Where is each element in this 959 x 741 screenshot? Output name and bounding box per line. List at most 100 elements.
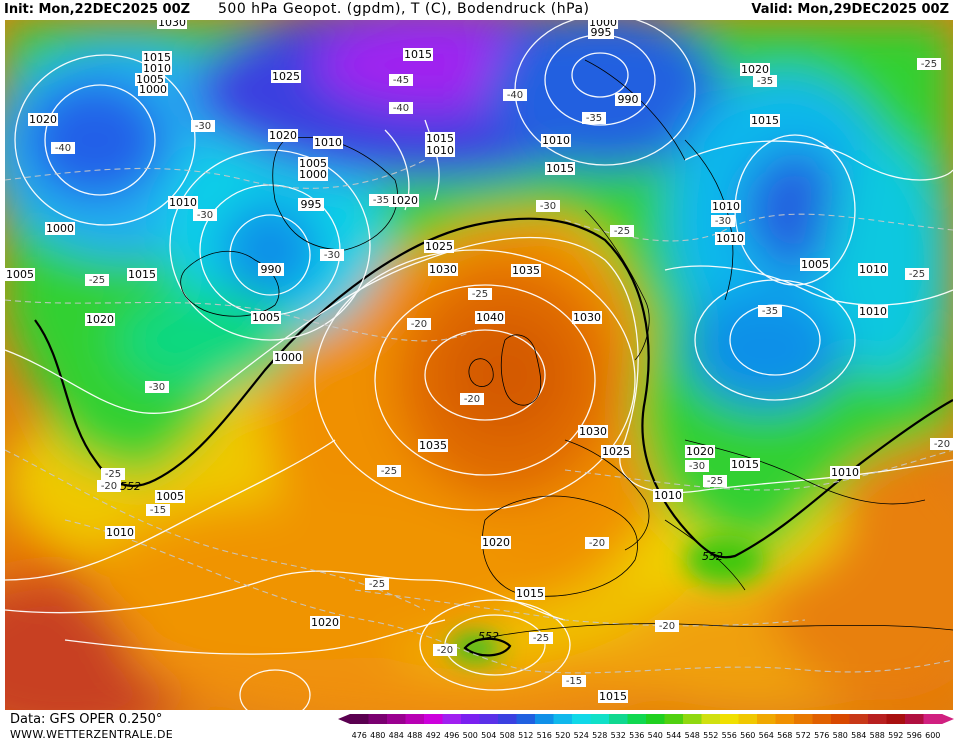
svg-text:-25: -25 [369, 579, 385, 590]
temperature-label: -25 [917, 58, 941, 70]
temperature-label: -45 [389, 74, 413, 86]
temperature-label: -40 [503, 89, 527, 101]
colorbar-tick-label: 592 [888, 731, 903, 740]
pressure-label: 1015 [515, 587, 545, 600]
colorbar-tick-label: 544 [666, 731, 681, 740]
svg-text:1030: 1030 [429, 263, 457, 276]
pressure-label: 1000 [138, 83, 168, 96]
pressure-label: 1015 [545, 162, 575, 175]
pressure-label: 1010 [313, 136, 343, 149]
svg-text:1040: 1040 [476, 311, 504, 324]
svg-text:-30: -30 [324, 250, 340, 261]
svg-text:1010: 1010 [716, 232, 744, 245]
coastlines [180, 59, 953, 641]
pressure-label: 1010 [168, 196, 198, 209]
colorbar-swatch [479, 714, 499, 724]
pressure-label: 1020 [85, 313, 115, 326]
svg-text:-20: -20 [101, 481, 117, 492]
colorbar-swatch [683, 714, 702, 724]
pressure-label: 1020 [310, 616, 340, 629]
pressure-label: 1010 [858, 263, 888, 276]
colorbar-tick-label: 524 [574, 731, 589, 740]
pressure-label: 1025 [424, 240, 454, 253]
colorbar-left-arrow [338, 714, 350, 724]
colorbar-swatch [701, 714, 721, 724]
data-source: Data: GFS OPER 0.250° [10, 712, 163, 727]
svg-text:-30: -30 [149, 382, 165, 393]
pressure-label: 1040 [475, 311, 505, 324]
colorbar-swatch [590, 714, 610, 724]
colorbar-tick-label: 596 [907, 731, 922, 740]
geopotential-labels: 552 552 552 [120, 480, 723, 643]
colorbar-swatch [664, 714, 684, 724]
temperature-label: -40 [51, 142, 75, 154]
pressure-labels: 1030 1015 1010 1005 1000 1025 1020 1010 … [5, 20, 888, 703]
svg-text:1015: 1015 [426, 132, 454, 145]
colorbar-swatch [794, 714, 813, 724]
svg-text:990: 990 [261, 263, 282, 276]
colorbar-swatch [572, 714, 591, 724]
svg-text:1010: 1010 [143, 62, 171, 75]
colorbar-tick-label: 520 [555, 731, 570, 740]
svg-text:-40: -40 [393, 103, 409, 114]
pressure-label: 1010 [425, 144, 455, 157]
svg-text:1030: 1030 [579, 425, 607, 438]
svg-text:-35: -35 [757, 76, 773, 87]
pressure-label: 1020 [268, 129, 298, 142]
colorbar-swatch [424, 714, 443, 724]
colorbar-tick-label: 528 [592, 731, 607, 740]
svg-text:-30: -30 [715, 216, 731, 227]
pressure-label: 1015 [127, 268, 157, 281]
svg-text:-20: -20 [464, 394, 480, 405]
svg-text:1020: 1020 [311, 616, 339, 629]
colorbar-tick-label: 552 [703, 731, 718, 740]
colorbar-swatch [849, 714, 869, 724]
svg-text:1035: 1035 [512, 264, 540, 277]
temperature-label: -20 [433, 644, 457, 656]
colorbar-tick-label: 484 [389, 731, 404, 740]
svg-text:-25: -25 [707, 476, 723, 487]
temperature-label: -40 [389, 102, 413, 114]
colorbar-tick-label: 480 [370, 731, 385, 740]
colorbar-tick-label: 588 [870, 731, 885, 740]
pressure-label: 1015 [142, 51, 172, 64]
colorbar-tick-label: 508 [500, 731, 515, 740]
pressure-label: 1020 [389, 194, 419, 207]
temperature-label: -25 [85, 274, 109, 286]
pressure-label: 1030 [157, 20, 187, 29]
svg-text:1015: 1015 [599, 690, 627, 703]
colorbar-swatch [720, 714, 739, 724]
svg-text:995: 995 [591, 26, 612, 39]
geopotential-label: 552 [120, 480, 141, 493]
colorbar-tick-label: 560 [740, 731, 755, 740]
svg-text:1015: 1015 [143, 51, 171, 64]
svg-text:-35: -35 [373, 195, 389, 206]
contour-552 [34, 217, 953, 657]
geopotential-field [5, 20, 953, 710]
pressure-label: 1010 [711, 200, 741, 213]
pressure-label: 1005 [155, 490, 185, 503]
pressure-label: 1010 [105, 526, 135, 539]
svg-text:-20: -20 [437, 645, 453, 656]
svg-text:1000: 1000 [589, 20, 617, 29]
svg-text:-15: -15 [566, 676, 582, 687]
svg-text:-30: -30 [195, 121, 211, 132]
colorbar-tick-label: 548 [685, 731, 700, 740]
weather-map-canvas: 1030 1015 1010 1005 1000 1025 1020 1010 … [5, 20, 953, 710]
svg-text:1010: 1010 [314, 136, 342, 149]
colorbar-tick-label: 532 [611, 731, 626, 740]
pressure-label: 1010 [830, 466, 860, 479]
init-time: Init: Mon,22DEC2025 00Z [4, 2, 191, 17]
pressure-label: 995 [588, 26, 614, 39]
pressure-label: 1025 [271, 70, 301, 83]
colorbar-tick-label: 584 [851, 731, 866, 740]
pressure-label: 1025 [601, 445, 631, 458]
svg-text:-15: -15 [150, 505, 166, 516]
colorbar-tick-label: 580 [833, 731, 848, 740]
svg-text:1010: 1010 [712, 200, 740, 213]
temperature-label: -30 [191, 120, 215, 132]
svg-text:1035: 1035 [419, 439, 447, 452]
temperature-label: -25 [365, 578, 389, 590]
pressure-label: 1030 [578, 425, 608, 438]
temperature-label: -25 [377, 465, 401, 477]
